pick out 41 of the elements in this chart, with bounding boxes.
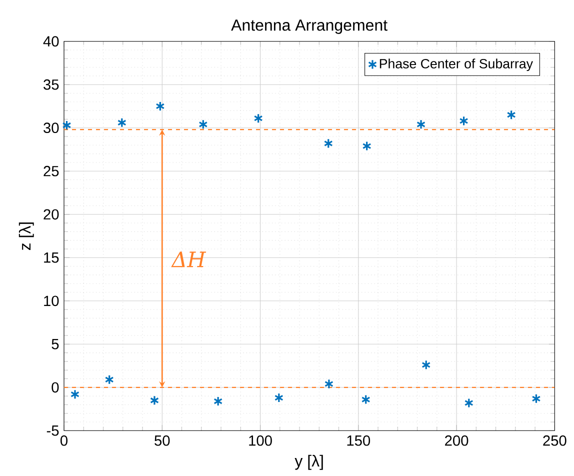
point — [324, 378, 334, 390]
y-tick-label: 40 — [43, 36, 59, 47]
x-tick-label: 200 — [445, 435, 468, 446]
y-tick-label: 20 — [44, 209, 59, 220]
y-tick-label: 15 — [44, 252, 59, 263]
y-tick-label: 30 — [44, 122, 59, 134]
x-tick-label: 150 — [347, 435, 370, 446]
point — [104, 374, 114, 385]
point — [361, 394, 370, 405]
x-axis-title: y [λ] — [294, 454, 323, 470]
y-tick-label: -5 — [46, 426, 59, 436]
point — [274, 392, 284, 403]
point — [362, 140, 372, 152]
point — [532, 394, 541, 404]
y-tick-label: 10 — [44, 296, 59, 306]
x-tick-label: 0 — [60, 435, 68, 446]
y-tick-label: 25 — [44, 166, 59, 176]
annotation: ΔH — [171, 252, 206, 268]
point — [416, 119, 426, 130]
point — [506, 110, 516, 120]
point — [62, 120, 72, 130]
point — [70, 389, 80, 400]
point — [464, 398, 474, 408]
point — [459, 116, 468, 126]
legend-label: Phase Center of Subarray — [380, 58, 533, 72]
point — [198, 119, 208, 130]
point — [254, 113, 263, 124]
x-tick-label: 100 — [249, 435, 272, 446]
y-tick-label: 35 — [44, 79, 59, 90]
y-axis-title: z [λ] — [18, 222, 34, 250]
point — [214, 396, 223, 406]
point — [422, 360, 431, 370]
point — [117, 118, 126, 128]
y-tick-label: 5 — [52, 339, 59, 350]
y-tick-label: 0 — [52, 382, 59, 393]
point — [150, 395, 159, 406]
point — [156, 101, 165, 112]
chart-title: Antenna Arrangement — [231, 20, 388, 34]
point — [324, 138, 333, 148]
x-tick-label: 250 — [543, 435, 566, 446]
x-tick-label: 50 — [154, 435, 170, 446]
